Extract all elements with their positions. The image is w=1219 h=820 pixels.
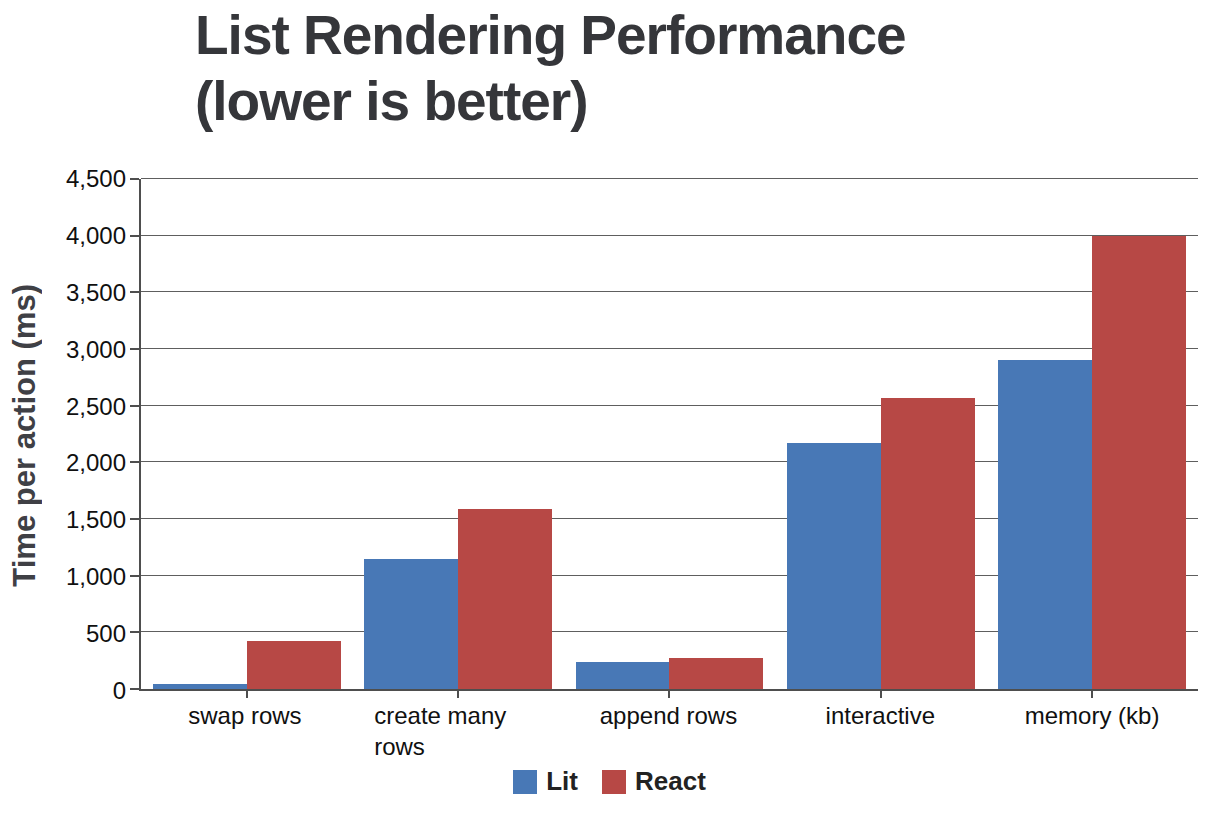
y-axis-tick-label: 0 — [113, 677, 126, 705]
y-axis-tick — [130, 235, 139, 237]
bar-react-0 — [247, 641, 341, 689]
y-axis-tick — [130, 291, 139, 293]
x-label-cell: interactive — [774, 700, 986, 762]
bar-react-2 — [669, 658, 763, 689]
legend: Lit React — [0, 766, 1219, 797]
bar-group-1 — [352, 179, 563, 689]
bar-group-0 — [141, 179, 352, 689]
legend-label-lit: Lit — [546, 766, 578, 797]
bar-lit-0 — [153, 684, 247, 689]
x-label-cell: memory (kb) — [986, 700, 1198, 762]
x-axis-tick — [880, 691, 882, 698]
y-axis-tick — [130, 518, 139, 520]
legend-item-react: React — [602, 766, 706, 797]
x-axis-labels: swap rows create many rows append rows inte… — [139, 700, 1198, 762]
x-axis-label: create many rows — [374, 700, 539, 762]
y-axis-tick-label: 4,500 — [66, 165, 126, 193]
y-axis-tick-label: 2,500 — [66, 393, 126, 421]
y-axis-tick — [130, 631, 139, 633]
y-axis-tick — [130, 461, 139, 463]
legend-label-react: React — [635, 766, 706, 797]
y-axis-tick-label: 3,000 — [66, 336, 126, 364]
y-axis-tick-label: 4,000 — [66, 222, 126, 250]
x-label-cell: append rows — [563, 700, 775, 762]
chart-title-line2: (lower is better) — [195, 68, 906, 134]
bar-lit-3 — [787, 443, 881, 689]
y-axis-tick — [130, 178, 139, 180]
bars-layer — [141, 179, 1198, 689]
bar-lit-1 — [364, 559, 458, 689]
bar-react-4 — [1092, 236, 1186, 689]
chart-title: List Rendering Performance (lower is bet… — [195, 2, 906, 134]
bar-group-3 — [775, 179, 986, 689]
y-axis-tick — [130, 405, 139, 407]
x-axis-label: memory (kb) — [1025, 700, 1160, 731]
x-label-cell: swap rows — [139, 700, 351, 762]
bar-group-2 — [564, 179, 775, 689]
x-axis-tick — [457, 691, 459, 698]
x-label-cell: create many rows — [351, 700, 563, 762]
y-axis-tick — [130, 348, 139, 350]
x-axis-label: interactive — [826, 700, 935, 731]
bar-react-3 — [881, 398, 975, 689]
y-axis-tick — [130, 575, 139, 577]
legend-item-lit: Lit — [513, 766, 578, 797]
bar-lit-2 — [576, 662, 670, 689]
x-axis-tick — [246, 691, 248, 698]
y-axis-tick-label: 1,000 — [66, 563, 126, 591]
lit-series-swatch — [513, 770, 537, 794]
bar-group-4 — [987, 179, 1198, 689]
bar-chart: List Rendering Performance (lower is bet… — [0, 0, 1219, 820]
bar-lit-4 — [998, 360, 1092, 689]
x-axis-tick — [668, 691, 670, 698]
chart-title-line1: List Rendering Performance — [195, 2, 906, 68]
plot-area — [139, 179, 1198, 691]
bar-react-1 — [458, 509, 552, 689]
x-axis-tick — [1091, 691, 1093, 698]
y-axis-tick-label: 1,500 — [66, 506, 126, 534]
y-axis-tick — [130, 688, 139, 690]
y-axis-tick-label: 3,500 — [66, 279, 126, 307]
y-axis-tick-label: 500 — [86, 620, 126, 648]
y-axis-tick-labels: 05001,0001,5002,0002,5003,0003,5004,0004… — [0, 179, 126, 691]
react-series-swatch — [602, 770, 626, 794]
x-axis-label: swap rows — [188, 700, 301, 731]
x-axis-label: append rows — [600, 700, 737, 731]
y-axis-tick-label: 2,000 — [66, 449, 126, 477]
